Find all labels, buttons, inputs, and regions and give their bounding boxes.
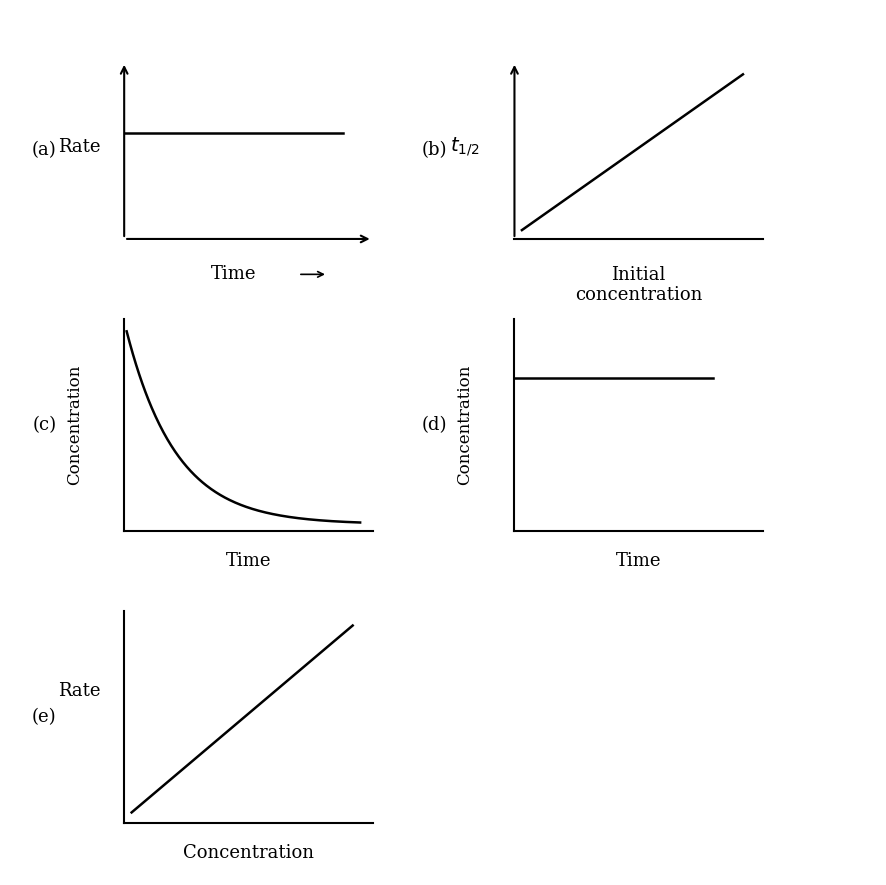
Text: Initial
concentration: Initial concentration [574, 266, 702, 304]
Text: (e): (e) [32, 708, 57, 726]
Text: Concentration: Concentration [183, 843, 314, 862]
Text: Rate: Rate [58, 682, 101, 700]
Text: Rate: Rate [58, 138, 101, 156]
Text: (d): (d) [422, 416, 447, 434]
Text: (a): (a) [32, 142, 57, 159]
Text: Concentration: Concentration [66, 365, 83, 485]
Text: Time: Time [225, 551, 271, 570]
Text: Time: Time [615, 551, 661, 570]
Text: (c): (c) [32, 416, 57, 434]
Text: (b): (b) [422, 142, 447, 159]
Text: Concentration: Concentration [455, 365, 473, 485]
Text: $t_{1/2}$: $t_{1/2}$ [449, 135, 479, 158]
Text: Time: Time [211, 266, 256, 283]
